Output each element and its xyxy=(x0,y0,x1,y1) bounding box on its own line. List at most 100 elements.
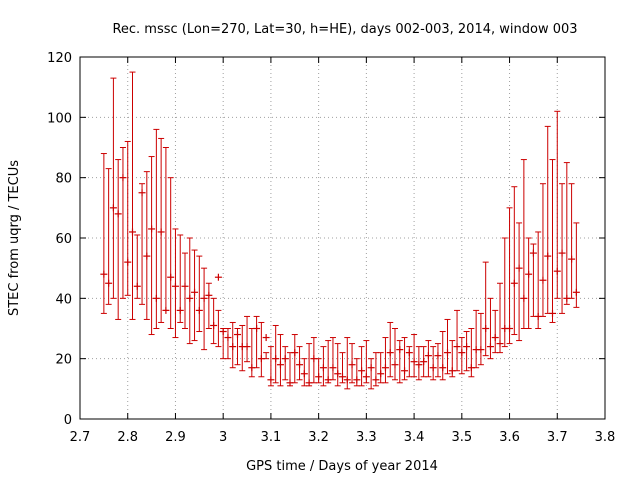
error-bar-point xyxy=(262,334,270,360)
error-bar-point xyxy=(219,328,227,360)
error-bar-point xyxy=(362,340,370,384)
error-bar-point xyxy=(539,183,547,317)
error-bar-point xyxy=(381,337,389,384)
error-bar-point xyxy=(205,282,213,329)
error-bar-point xyxy=(162,147,170,314)
x-tick-label: 3 xyxy=(219,430,227,445)
y-tick-label: 40 xyxy=(55,292,72,307)
error-bar-point xyxy=(171,228,179,339)
error-bar-point xyxy=(319,346,327,387)
error-bar-point xyxy=(458,337,466,375)
error-bar-point xyxy=(520,159,528,329)
axes: 2.7 2.8 2.9 3 3.1 3.2 3.3 3.4 3.5 3.6 3.7 3.8 0 20 40 6… xyxy=(47,51,615,445)
y-tick-label: 80 xyxy=(55,172,72,187)
error-bar-point xyxy=(429,346,437,381)
error-bar-point xyxy=(329,337,337,381)
x-tick-label: 3.5 xyxy=(451,430,472,445)
error-bar-point xyxy=(510,186,518,336)
error-bar-point xyxy=(463,331,471,372)
error-bar-point xyxy=(296,346,304,381)
x-tick-label: 3.4 xyxy=(404,430,425,445)
error-bar-point xyxy=(410,334,418,378)
error-bar-point xyxy=(415,346,423,381)
y-tick-label: 0 xyxy=(64,413,72,428)
error-bar-point xyxy=(563,162,571,305)
error-bar-point xyxy=(315,358,323,384)
error-bar-point xyxy=(176,234,184,323)
y-axis-label: STEC from uqrg / TECUs xyxy=(7,160,22,316)
error-bar-point xyxy=(434,343,442,378)
error-bar-point xyxy=(467,328,475,378)
x-tick-label: 2.8 xyxy=(117,430,138,445)
error-bar-point xyxy=(572,222,580,308)
error-bar-point xyxy=(300,358,308,387)
error-bar-point xyxy=(491,309,499,354)
error-bar-point xyxy=(444,318,451,375)
error-bar-point xyxy=(324,340,332,384)
x-tick-label: 3.6 xyxy=(499,430,520,445)
error-bar-point xyxy=(152,128,160,329)
error-bar-point xyxy=(276,334,284,387)
error-bar-point xyxy=(105,168,113,305)
x-tick-label: 2.7 xyxy=(70,430,91,445)
y-tick-label: 20 xyxy=(55,353,72,368)
error-bar-point xyxy=(553,110,561,299)
error-bar-point xyxy=(200,267,208,351)
error-bar-point xyxy=(291,334,299,384)
error-bar-point xyxy=(157,137,165,323)
error-bar-point xyxy=(305,343,313,387)
x-axis-label: GPS time / Days of year 2014 xyxy=(246,459,438,474)
error-bar-point xyxy=(124,140,132,296)
error-bar-point xyxy=(148,156,156,336)
error-bar-point xyxy=(472,309,480,369)
error-bar-point xyxy=(195,255,203,333)
error-bar-point xyxy=(253,315,261,369)
x-tick-label: 3.2 xyxy=(308,430,329,445)
x-tick-label: 3.7 xyxy=(547,430,568,445)
error-bar-point xyxy=(367,358,375,390)
x-tick-label: 2.9 xyxy=(165,430,186,445)
error-bar-point xyxy=(286,352,294,387)
error-bar-point xyxy=(558,183,566,314)
error-bar-point xyxy=(234,328,241,366)
error-bar-point xyxy=(496,282,504,354)
error-bar-point xyxy=(181,252,189,329)
error-bar-point xyxy=(386,321,394,378)
error-bar-point xyxy=(348,343,356,384)
error-bar-point xyxy=(214,273,222,348)
error-bar-point xyxy=(243,315,251,363)
error-bar-point xyxy=(448,340,456,378)
error-bar-point xyxy=(167,177,175,329)
error-bar-point xyxy=(529,243,537,317)
error-bar-point xyxy=(272,324,280,384)
error-bar-point xyxy=(257,321,265,378)
error-bar-point xyxy=(482,261,490,357)
error-bar-point xyxy=(525,237,533,329)
error-bar-point xyxy=(439,331,447,381)
error-bar-point xyxy=(129,71,136,320)
error-bar-point xyxy=(133,234,141,299)
y-tick-label: 60 xyxy=(55,232,72,247)
error-bar-point xyxy=(506,207,514,345)
data-series xyxy=(100,71,580,390)
error-bar-point xyxy=(515,222,523,342)
error-bar-point xyxy=(191,249,199,342)
x-tick-label: 3.3 xyxy=(356,430,377,445)
error-bar-point xyxy=(143,171,151,320)
y-tick-label: 100 xyxy=(47,111,72,126)
error-bar-point xyxy=(339,352,346,384)
error-bar-point xyxy=(549,159,556,323)
error-bar-point xyxy=(424,340,432,378)
error-bar-point xyxy=(229,321,237,369)
error-bar-point xyxy=(396,340,404,384)
error-bar-point xyxy=(109,77,117,299)
error-bar-point xyxy=(486,297,494,360)
error-bar-point xyxy=(534,231,542,329)
error-bar-point xyxy=(343,337,351,390)
error-bar-point xyxy=(238,324,246,372)
error-bar-point xyxy=(138,183,146,305)
chart-title: Rec. mssc (Lon=270, Lat=30, h=HE), days … xyxy=(112,22,577,37)
error-bar-point xyxy=(281,346,289,381)
error-bar-point xyxy=(477,312,485,366)
error-bar-point xyxy=(420,346,428,378)
